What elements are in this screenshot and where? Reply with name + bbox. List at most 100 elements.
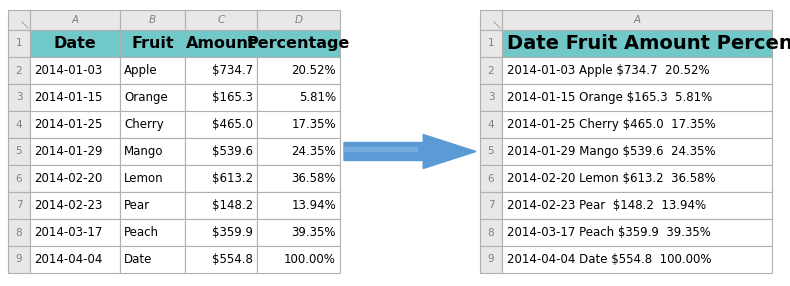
Bar xyxy=(120,10,185,30)
Bar xyxy=(480,219,502,246)
Bar xyxy=(30,57,120,84)
Bar xyxy=(185,30,257,57)
Text: 2014-02-20 Lemon $613.2  36.58%: 2014-02-20 Lemon $613.2 36.58% xyxy=(507,172,716,185)
Text: 1: 1 xyxy=(487,39,495,49)
Bar xyxy=(185,246,257,273)
Bar xyxy=(502,57,772,84)
Text: Date Fruit Amount Percentage: Date Fruit Amount Percentage xyxy=(507,34,790,53)
Bar xyxy=(257,84,340,111)
Bar xyxy=(120,192,185,219)
Text: 3: 3 xyxy=(16,92,22,102)
Text: 17.35%: 17.35% xyxy=(292,118,336,131)
Bar xyxy=(185,111,257,138)
Bar xyxy=(8,84,30,111)
Bar xyxy=(8,57,30,84)
Bar xyxy=(8,30,30,57)
Text: 3: 3 xyxy=(487,92,495,102)
Bar xyxy=(185,84,257,111)
Text: 2014-01-25: 2014-01-25 xyxy=(34,118,103,131)
Bar xyxy=(30,10,120,30)
Text: 2014-04-04 Date $554.8  100.00%: 2014-04-04 Date $554.8 100.00% xyxy=(507,253,712,266)
Text: 5.81%: 5.81% xyxy=(299,91,336,104)
Bar xyxy=(502,84,772,111)
Bar xyxy=(8,10,30,30)
Text: Amount: Amount xyxy=(186,36,256,51)
Bar xyxy=(257,138,340,165)
Bar xyxy=(502,30,772,57)
Text: 4: 4 xyxy=(487,120,495,130)
Bar xyxy=(257,192,340,219)
Text: $148.2: $148.2 xyxy=(212,199,253,212)
Bar xyxy=(120,165,185,192)
Bar xyxy=(257,246,340,273)
Bar xyxy=(120,246,185,273)
Text: 20.52%: 20.52% xyxy=(292,64,336,77)
Bar xyxy=(8,111,30,138)
Bar xyxy=(257,57,340,84)
Text: 5: 5 xyxy=(487,146,495,156)
Text: 39.35%: 39.35% xyxy=(292,226,336,239)
Bar xyxy=(30,84,120,111)
Bar xyxy=(502,246,772,273)
Bar xyxy=(120,57,185,84)
Text: 2014-01-29: 2014-01-29 xyxy=(34,145,103,158)
Text: $734.7: $734.7 xyxy=(212,64,253,77)
Text: Date: Date xyxy=(54,36,96,51)
Text: 8: 8 xyxy=(487,227,495,237)
Text: $465.0: $465.0 xyxy=(212,118,253,131)
Text: A: A xyxy=(634,15,641,25)
Text: Pear: Pear xyxy=(124,199,150,212)
Bar xyxy=(185,10,257,30)
FancyArrow shape xyxy=(344,146,416,151)
Bar xyxy=(502,165,772,192)
Bar xyxy=(120,219,185,246)
Text: 2014-01-03: 2014-01-03 xyxy=(34,64,102,77)
Text: 2: 2 xyxy=(16,65,22,76)
Text: 8: 8 xyxy=(16,227,22,237)
Bar xyxy=(120,138,185,165)
Text: 7: 7 xyxy=(16,200,22,210)
Bar xyxy=(30,246,120,273)
Bar xyxy=(8,192,30,219)
Text: 100.00%: 100.00% xyxy=(284,253,336,266)
Text: D: D xyxy=(295,15,303,25)
Bar xyxy=(502,219,772,246)
Text: Date: Date xyxy=(124,253,152,266)
Bar xyxy=(502,10,772,30)
Text: $554.8: $554.8 xyxy=(213,253,253,266)
Bar xyxy=(8,219,30,246)
Text: 2014-01-15 Orange $165.3  5.81%: 2014-01-15 Orange $165.3 5.81% xyxy=(507,91,713,104)
Text: 2014-01-29 Mango $539.6  24.35%: 2014-01-29 Mango $539.6 24.35% xyxy=(507,145,716,158)
Text: B: B xyxy=(149,15,156,25)
Bar xyxy=(502,138,772,165)
Text: 13.94%: 13.94% xyxy=(292,199,336,212)
Bar xyxy=(185,57,257,84)
Text: $539.6: $539.6 xyxy=(212,145,253,158)
Text: 1: 1 xyxy=(16,39,22,49)
Bar xyxy=(480,138,502,165)
Text: $613.2: $613.2 xyxy=(212,172,253,185)
Text: 2014-02-23 Pear  $148.2  13.94%: 2014-02-23 Pear $148.2 13.94% xyxy=(507,199,706,212)
Text: 5: 5 xyxy=(16,146,22,156)
Bar xyxy=(185,165,257,192)
Text: 6: 6 xyxy=(487,174,495,184)
Text: 2014-01-25 Cherry $465.0  17.35%: 2014-01-25 Cherry $465.0 17.35% xyxy=(507,118,716,131)
Bar xyxy=(257,111,340,138)
Text: Mango: Mango xyxy=(124,145,164,158)
Text: 2014-03-17 Peach $359.9  39.35%: 2014-03-17 Peach $359.9 39.35% xyxy=(507,226,711,239)
Bar xyxy=(257,10,340,30)
Text: 7: 7 xyxy=(487,200,495,210)
Text: 6: 6 xyxy=(16,174,22,184)
Bar xyxy=(30,219,120,246)
Text: 2014-02-23: 2014-02-23 xyxy=(34,199,103,212)
Bar xyxy=(30,111,120,138)
Bar xyxy=(120,84,185,111)
Bar xyxy=(185,219,257,246)
Bar xyxy=(502,111,772,138)
Bar xyxy=(257,219,340,246)
Bar xyxy=(120,111,185,138)
Text: 36.58%: 36.58% xyxy=(292,172,336,185)
Bar xyxy=(8,138,30,165)
Bar xyxy=(30,192,120,219)
Text: Apple: Apple xyxy=(124,64,158,77)
